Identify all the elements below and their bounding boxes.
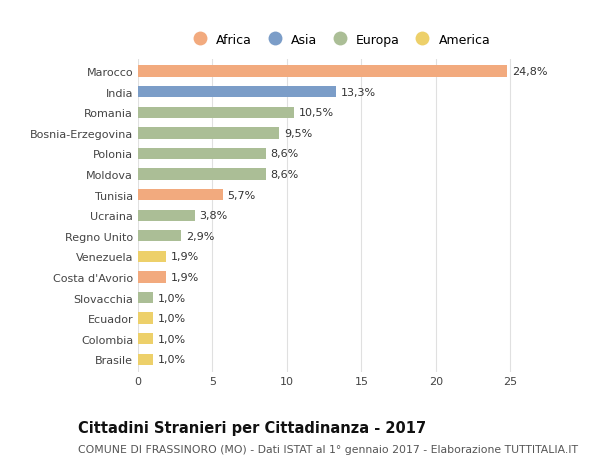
Text: Cittadini Stranieri per Cittadinanza - 2017: Cittadini Stranieri per Cittadinanza - 2…: [78, 420, 426, 435]
Text: 5,7%: 5,7%: [227, 190, 256, 200]
Text: COMUNE DI FRASSINORO (MO) - Dati ISTAT al 1° gennaio 2017 - Elaborazione TUTTITA: COMUNE DI FRASSINORO (MO) - Dati ISTAT a…: [78, 444, 578, 454]
Bar: [138, 67, 507, 78]
Bar: [138, 148, 266, 160]
Bar: [138, 107, 295, 119]
Bar: [138, 272, 166, 283]
Bar: [138, 128, 280, 139]
Legend: Africa, Asia, Europa, America: Africa, Asia, Europa, America: [182, 28, 496, 51]
Bar: [138, 333, 153, 345]
Text: 13,3%: 13,3%: [340, 88, 376, 97]
Text: 8,6%: 8,6%: [271, 170, 299, 179]
Bar: [138, 230, 181, 242]
Bar: [138, 292, 153, 303]
Bar: [138, 251, 166, 263]
Bar: [138, 87, 336, 98]
Text: 1,0%: 1,0%: [157, 313, 185, 324]
Text: 24,8%: 24,8%: [512, 67, 547, 77]
Text: 1,0%: 1,0%: [157, 293, 185, 303]
Bar: [138, 169, 266, 180]
Text: 1,0%: 1,0%: [157, 334, 185, 344]
Text: 8,6%: 8,6%: [271, 149, 299, 159]
Bar: [138, 210, 194, 221]
Text: 3,8%: 3,8%: [199, 211, 227, 221]
Bar: [138, 190, 223, 201]
Text: 9,5%: 9,5%: [284, 129, 312, 139]
Text: 2,9%: 2,9%: [185, 231, 214, 241]
Bar: [138, 313, 153, 324]
Text: 1,9%: 1,9%: [171, 272, 199, 282]
Text: 1,0%: 1,0%: [157, 354, 185, 364]
Text: 1,9%: 1,9%: [171, 252, 199, 262]
Bar: [138, 354, 153, 365]
Text: 10,5%: 10,5%: [299, 108, 334, 118]
